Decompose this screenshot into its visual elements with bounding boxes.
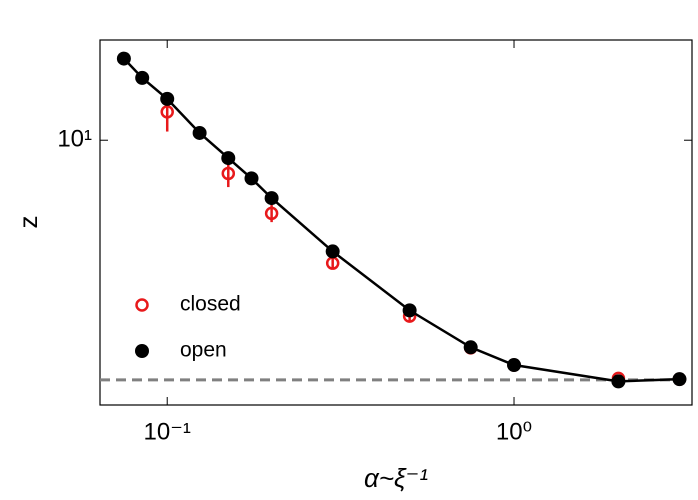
legend-marker: [135, 298, 149, 312]
x-tick-label: 10⁰: [496, 418, 532, 445]
point: [463, 340, 478, 355]
legend-label: open: [180, 339, 227, 362]
point: [264, 191, 279, 206]
y-axis-label: z: [13, 216, 43, 229]
y-tick-label: 10¹: [57, 126, 92, 153]
fit-line: [122, 57, 680, 383]
point: [325, 244, 340, 259]
point: [264, 206, 279, 221]
point: [507, 358, 522, 373]
legend-marker: [135, 344, 149, 358]
point: [402, 303, 417, 318]
point: [221, 166, 236, 181]
point: [611, 374, 626, 389]
point: [135, 70, 150, 85]
plot-frame: [99, 39, 693, 406]
legend-label: closed: [180, 293, 241, 316]
point: [244, 171, 259, 186]
point: [116, 51, 131, 66]
point: [672, 372, 687, 387]
point: [160, 105, 174, 119]
point: [192, 125, 207, 140]
x-tick-label: 10⁻¹: [144, 418, 191, 445]
point: [221, 151, 236, 166]
point: [160, 91, 175, 106]
x-axis-label: α~ξ⁻¹: [364, 463, 428, 493]
